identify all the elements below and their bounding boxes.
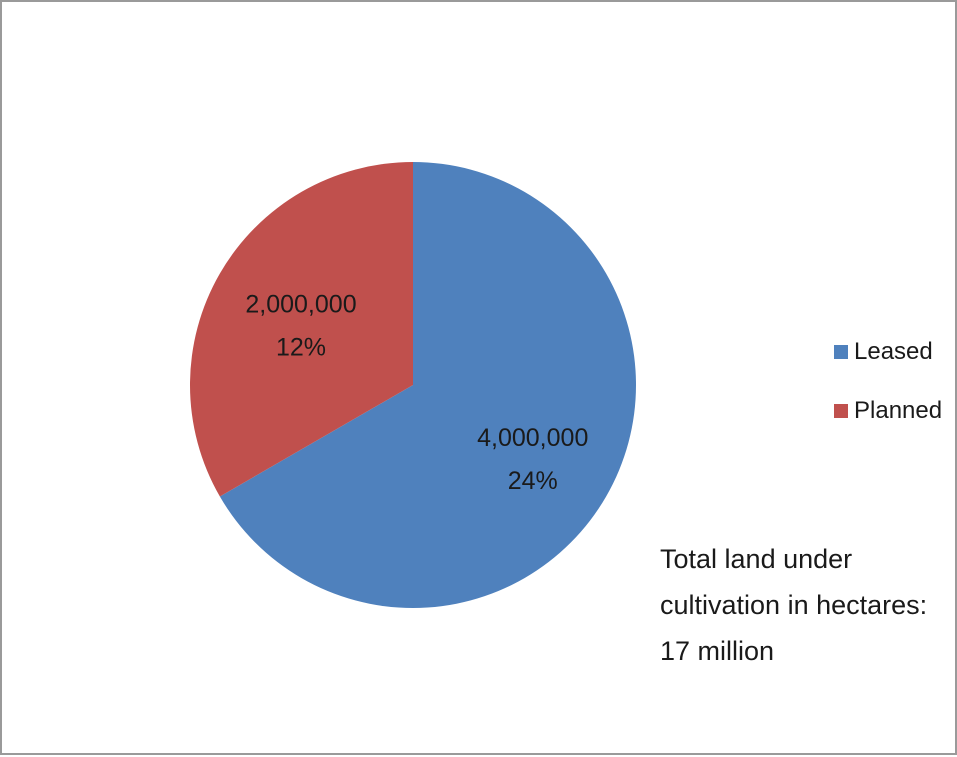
legend: Leased Planned <box>834 336 954 454</box>
pie-slice-planned <box>189 162 413 497</box>
pie-data-labels: 4,000,000 24% 2,000,000 12% <box>245 290 588 495</box>
annotation-line: Total land under <box>660 544 853 574</box>
data-label-value-leased: 4,000,000 <box>477 424 588 452</box>
legend-item-planned: Planned <box>834 395 954 427</box>
legend-swatch-planned <box>834 404 848 418</box>
legend-label-planned: Planned <box>854 397 943 424</box>
pie-slices <box>189 162 636 608</box>
data-label-value-planned: 2,000,000 <box>245 290 356 318</box>
annotation-line: 17 million <box>660 636 775 666</box>
data-label-percent-leased: 24% <box>508 467 558 495</box>
legend-item-leased: Leased <box>834 336 954 368</box>
legend-swatch-leased <box>834 345 848 359</box>
annotation-line: cultivation in hectares: <box>660 590 928 620</box>
data-label-percent-planned: 12% <box>276 333 326 361</box>
annotation-total-land: Total land under cultivation in hectares… <box>660 536 955 674</box>
pie-slice-leased <box>219 162 636 608</box>
legend-label-leased: Leased <box>854 338 933 365</box>
